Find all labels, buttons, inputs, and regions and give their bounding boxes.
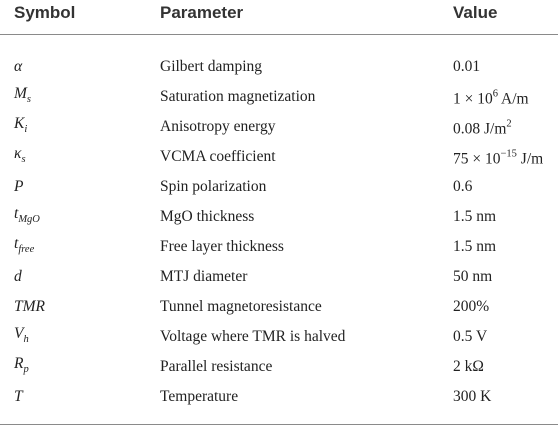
parameter-cell: Gilbert damping xyxy=(160,58,263,75)
value-part: 75 × 10 xyxy=(453,150,501,168)
header-cell: Value xyxy=(453,3,498,22)
symbol-part: MgO xyxy=(18,214,40,225)
symbol-part: s xyxy=(26,94,32,105)
parameter-cell: Tunnel magnetoresistance xyxy=(160,298,322,315)
value-part: 300 K xyxy=(453,388,492,405)
symbol-part: d xyxy=(14,268,22,285)
symbol-part: P xyxy=(14,178,24,195)
symbol-part: i xyxy=(24,124,28,135)
value-cell: 1.5 nm xyxy=(453,237,496,257)
symbol-part: V xyxy=(14,325,24,342)
value-part: J/m xyxy=(516,150,544,168)
value-part: 0.08 J/m xyxy=(453,120,507,138)
value-part: −15 xyxy=(500,148,517,160)
symbol-part: free xyxy=(18,244,35,255)
value-part: 1.5 nm xyxy=(453,238,497,255)
parameter-cell: Saturation magnetization xyxy=(160,88,316,105)
header-cell: Symbol xyxy=(14,3,76,22)
symbol-cell: tfree xyxy=(14,234,34,260)
value-part: 200% xyxy=(453,298,490,315)
header-rule xyxy=(0,34,558,35)
symbol-cell: tMgO xyxy=(14,204,40,230)
symbol-cell: d xyxy=(14,267,22,287)
symbol-cell: Ms xyxy=(14,84,31,110)
value-cell: 0.5 V xyxy=(453,327,487,347)
parameter-cell: Voltage where TMR is halved xyxy=(160,328,346,345)
bottom-rule xyxy=(0,424,558,425)
parameter-cell: Free layer thickness xyxy=(160,238,284,255)
value-cell: 50 nm xyxy=(453,267,492,287)
value-part: 2 xyxy=(506,118,512,130)
symbol-part: h xyxy=(23,334,29,345)
value-cell: 300 K xyxy=(453,387,491,407)
symbol-part: TMR xyxy=(14,298,45,315)
parameter-cell: Temperature xyxy=(160,388,239,405)
parameter-cell: Parallel resistance xyxy=(160,358,273,375)
parameter-cell: Spin polarization xyxy=(160,178,267,195)
symbol-cell: TMR xyxy=(14,297,45,317)
symbol-cell: κs xyxy=(14,144,26,170)
symbol-cell: Vh xyxy=(14,324,29,350)
symbol-cell: Ki xyxy=(14,114,27,140)
value-cell: 75 × 10−15 J/m xyxy=(453,145,543,170)
value-cell: 200% xyxy=(453,297,489,317)
value-cell: 0.6 xyxy=(453,177,472,197)
value-part: A/m xyxy=(498,90,529,108)
symbol-cell: Rp xyxy=(14,354,29,380)
symbol-part: t xyxy=(14,235,19,252)
symbol-cell: P xyxy=(14,177,23,197)
value-part: 6 xyxy=(492,88,498,100)
symbol-part: T xyxy=(14,388,23,405)
value-cell: 0.08 J/m2 xyxy=(453,115,512,140)
symbol-cell: T xyxy=(14,387,23,407)
value-part: 50 nm xyxy=(453,268,493,285)
symbol-part: t xyxy=(14,205,19,222)
value-part: 1.5 nm xyxy=(453,208,497,225)
symbol-part: s xyxy=(21,154,26,165)
value-cell: 0.01 xyxy=(453,57,480,77)
symbol-part: α xyxy=(14,58,23,75)
value-part: 0.6 xyxy=(453,178,473,195)
value-part: 0.5 V xyxy=(453,328,488,345)
symbol-part: p xyxy=(23,364,29,375)
header-cell: Parameter xyxy=(160,3,244,22)
value-part: 0.01 xyxy=(453,58,481,75)
symbol-part: R xyxy=(14,355,24,372)
symbol-part: M xyxy=(14,85,27,102)
parameter-cell: MgO thickness xyxy=(160,208,255,225)
value-cell: 2 kΩ xyxy=(453,357,484,377)
parameter-cell: Anisotropy energy xyxy=(160,118,276,135)
value-cell: 1.5 nm xyxy=(453,207,496,227)
symbol-part: κ xyxy=(14,145,22,162)
value-cell: 1 × 106 A/m xyxy=(453,85,529,110)
symbol-cell: α xyxy=(14,57,22,77)
parameter-cell: VCMA coefficient xyxy=(160,148,276,165)
value-part: 2 kΩ xyxy=(453,358,484,375)
value-part: 1 × 10 xyxy=(453,90,493,108)
parameter-cell: MTJ diameter xyxy=(160,268,248,285)
symbol-part: K xyxy=(14,115,25,132)
